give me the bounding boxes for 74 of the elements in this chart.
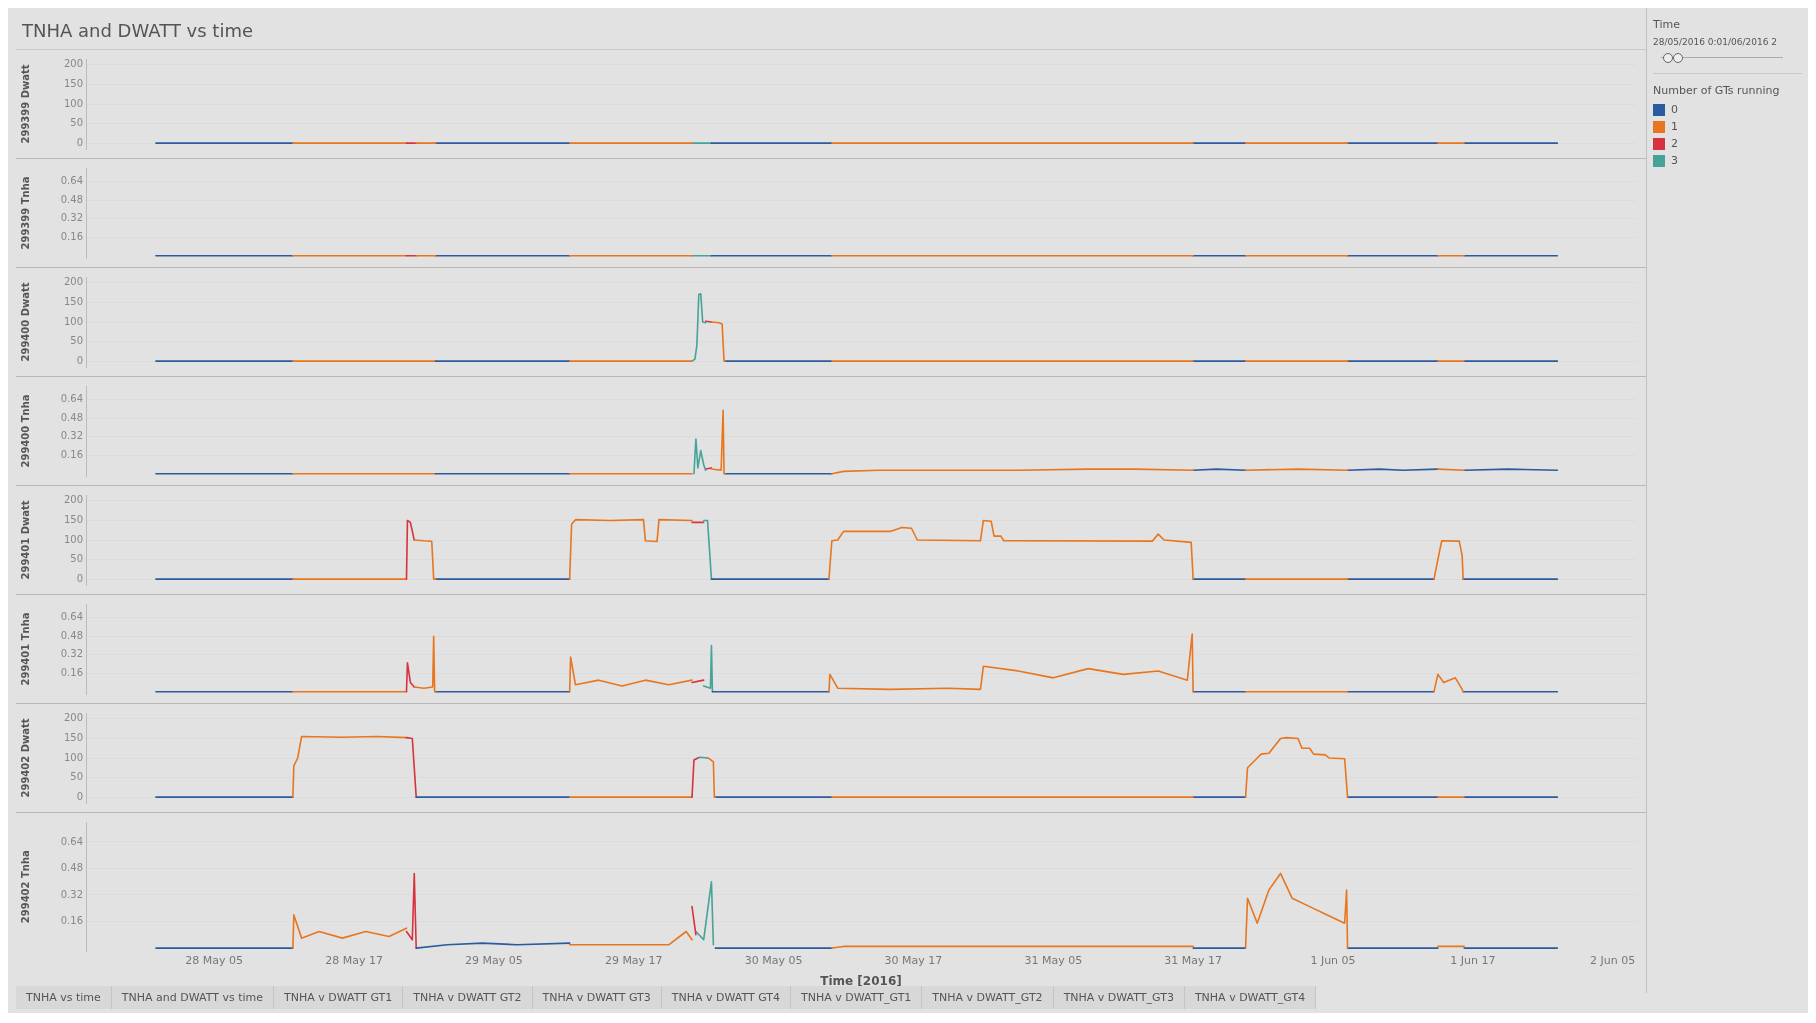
y-tick-label: 0.48 <box>60 629 83 641</box>
y-tick-label: 0.16 <box>60 230 83 242</box>
y-tick-label: 100 <box>63 97 83 109</box>
y-axis-title: 299400 Tnha <box>19 394 31 468</box>
text: TNHA v DWATT GT2 <box>403 986 533 1009</box>
y-tick-label: 0 <box>76 136 83 148</box>
y-tick-label: 200 <box>63 712 83 724</box>
y-tick-label: 150 <box>63 296 83 308</box>
y-tick-label: 0.32 <box>60 648 83 660</box>
text: TNHA v DWATT_GT3 <box>1053 986 1185 1009</box>
legend-label: 1 <box>1671 120 1678 133</box>
y-tick-label: 0.64 <box>60 393 83 405</box>
text: TNHA v DWATT_GT2 <box>922 986 1054 1009</box>
text: 28/05/2016 0:01/06/2016 2 <box>1653 37 1778 47</box>
y-tick-label: 150 <box>63 732 83 744</box>
y-tick-label: 0.16 <box>60 666 83 678</box>
y-tick-label: 0.48 <box>60 193 83 205</box>
y-tick-label: 50 <box>70 771 83 783</box>
y-tick-label: 0.64 <box>60 835 83 847</box>
y-tick-label: 0.64 <box>60 611 83 623</box>
text: TNHA and DWATT vs time <box>111 986 275 1009</box>
x-tick-label: 30 May 05 <box>744 953 803 967</box>
x-tick-label: 28 May 17 <box>325 953 383 967</box>
y-tick-label: 100 <box>63 751 83 763</box>
x-axis-title: Time [2016] <box>820 973 902 988</box>
legend-label: 0 <box>1671 103 1678 116</box>
legend-label: 2 <box>1671 137 1678 150</box>
y-axis-title: 299401 Dwatt <box>19 500 31 580</box>
y-tick-label: 0.16 <box>60 915 83 927</box>
x-tick-label: 30 May 17 <box>884 953 943 967</box>
text: Time <box>1653 18 1681 31</box>
y-tick-label: 0 <box>76 790 83 802</box>
y-tick-label: 0.48 <box>60 411 83 423</box>
y-tick-label: 0.32 <box>60 212 83 224</box>
y-tick-label: 150 <box>63 78 83 90</box>
text: TNHA v DWATT_GT4 <box>1184 986 1317 1009</box>
x-tick-label: 29 May 17 <box>604 953 663 967</box>
y-axis-title: 299399 Dwatt <box>19 64 31 144</box>
legend-label: 3 <box>1671 154 1678 167</box>
y-tick-label: 100 <box>63 315 83 327</box>
x-tick-label: 31 May 17 <box>1164 953 1223 967</box>
y-tick-label: 0.64 <box>60 175 83 187</box>
y-axis-title: 299399 Tnha <box>19 176 31 250</box>
x-tick-label: 2 Jun 05 <box>1590 953 1636 967</box>
y-tick-label: 100 <box>63 533 83 545</box>
text: TNHA v DWATT GT3 <box>532 986 662 1009</box>
y-tick-label: 0 <box>76 572 83 584</box>
x-tick-label: 31 May 05 <box>1024 953 1083 967</box>
x-tick-label: 1 Jun 05 <box>1310 953 1356 967</box>
y-tick-label: 0 <box>76 354 83 366</box>
y-tick-label: 0.32 <box>60 888 83 900</box>
y-tick-label: 0.48 <box>60 862 83 874</box>
y-tick-label: 50 <box>70 553 83 565</box>
y-tick-label: 50 <box>70 335 83 347</box>
x-tick-label: 1 Jun 17 <box>1450 953 1496 967</box>
y-axis-title: 299402 Dwatt <box>19 718 31 798</box>
y-tick-label: 0.16 <box>60 448 83 460</box>
y-tick-label: 50 <box>70 117 83 129</box>
y-tick-label: 150 <box>63 514 83 526</box>
x-tick-label: 29 May 05 <box>465 953 523 967</box>
chart-title: TNHA and DWATT vs time <box>16 8 1646 50</box>
legend-title: Number of GTs running <box>1653 84 1781 97</box>
x-tick-label: 28 May 05 <box>185 953 244 967</box>
y-axis-title: 299402 Tnha <box>19 850 31 924</box>
text: TNHA vs time <box>16 986 112 1009</box>
y-tick-label: 200 <box>63 494 83 506</box>
y-axis-title: 299400 Dwatt <box>19 282 31 362</box>
y-tick-label: 0.32 <box>60 430 83 442</box>
text: TNHA v DWATT GT1 <box>274 986 404 1009</box>
y-tick-label: 200 <box>63 58 83 70</box>
text: TNHA v DWATT_GT1 <box>791 986 923 1009</box>
y-axis-title: 299401 Tnha <box>19 612 31 686</box>
y-tick-label: 200 <box>63 276 83 288</box>
text: TNHA v DWATT GT4 <box>661 986 792 1009</box>
